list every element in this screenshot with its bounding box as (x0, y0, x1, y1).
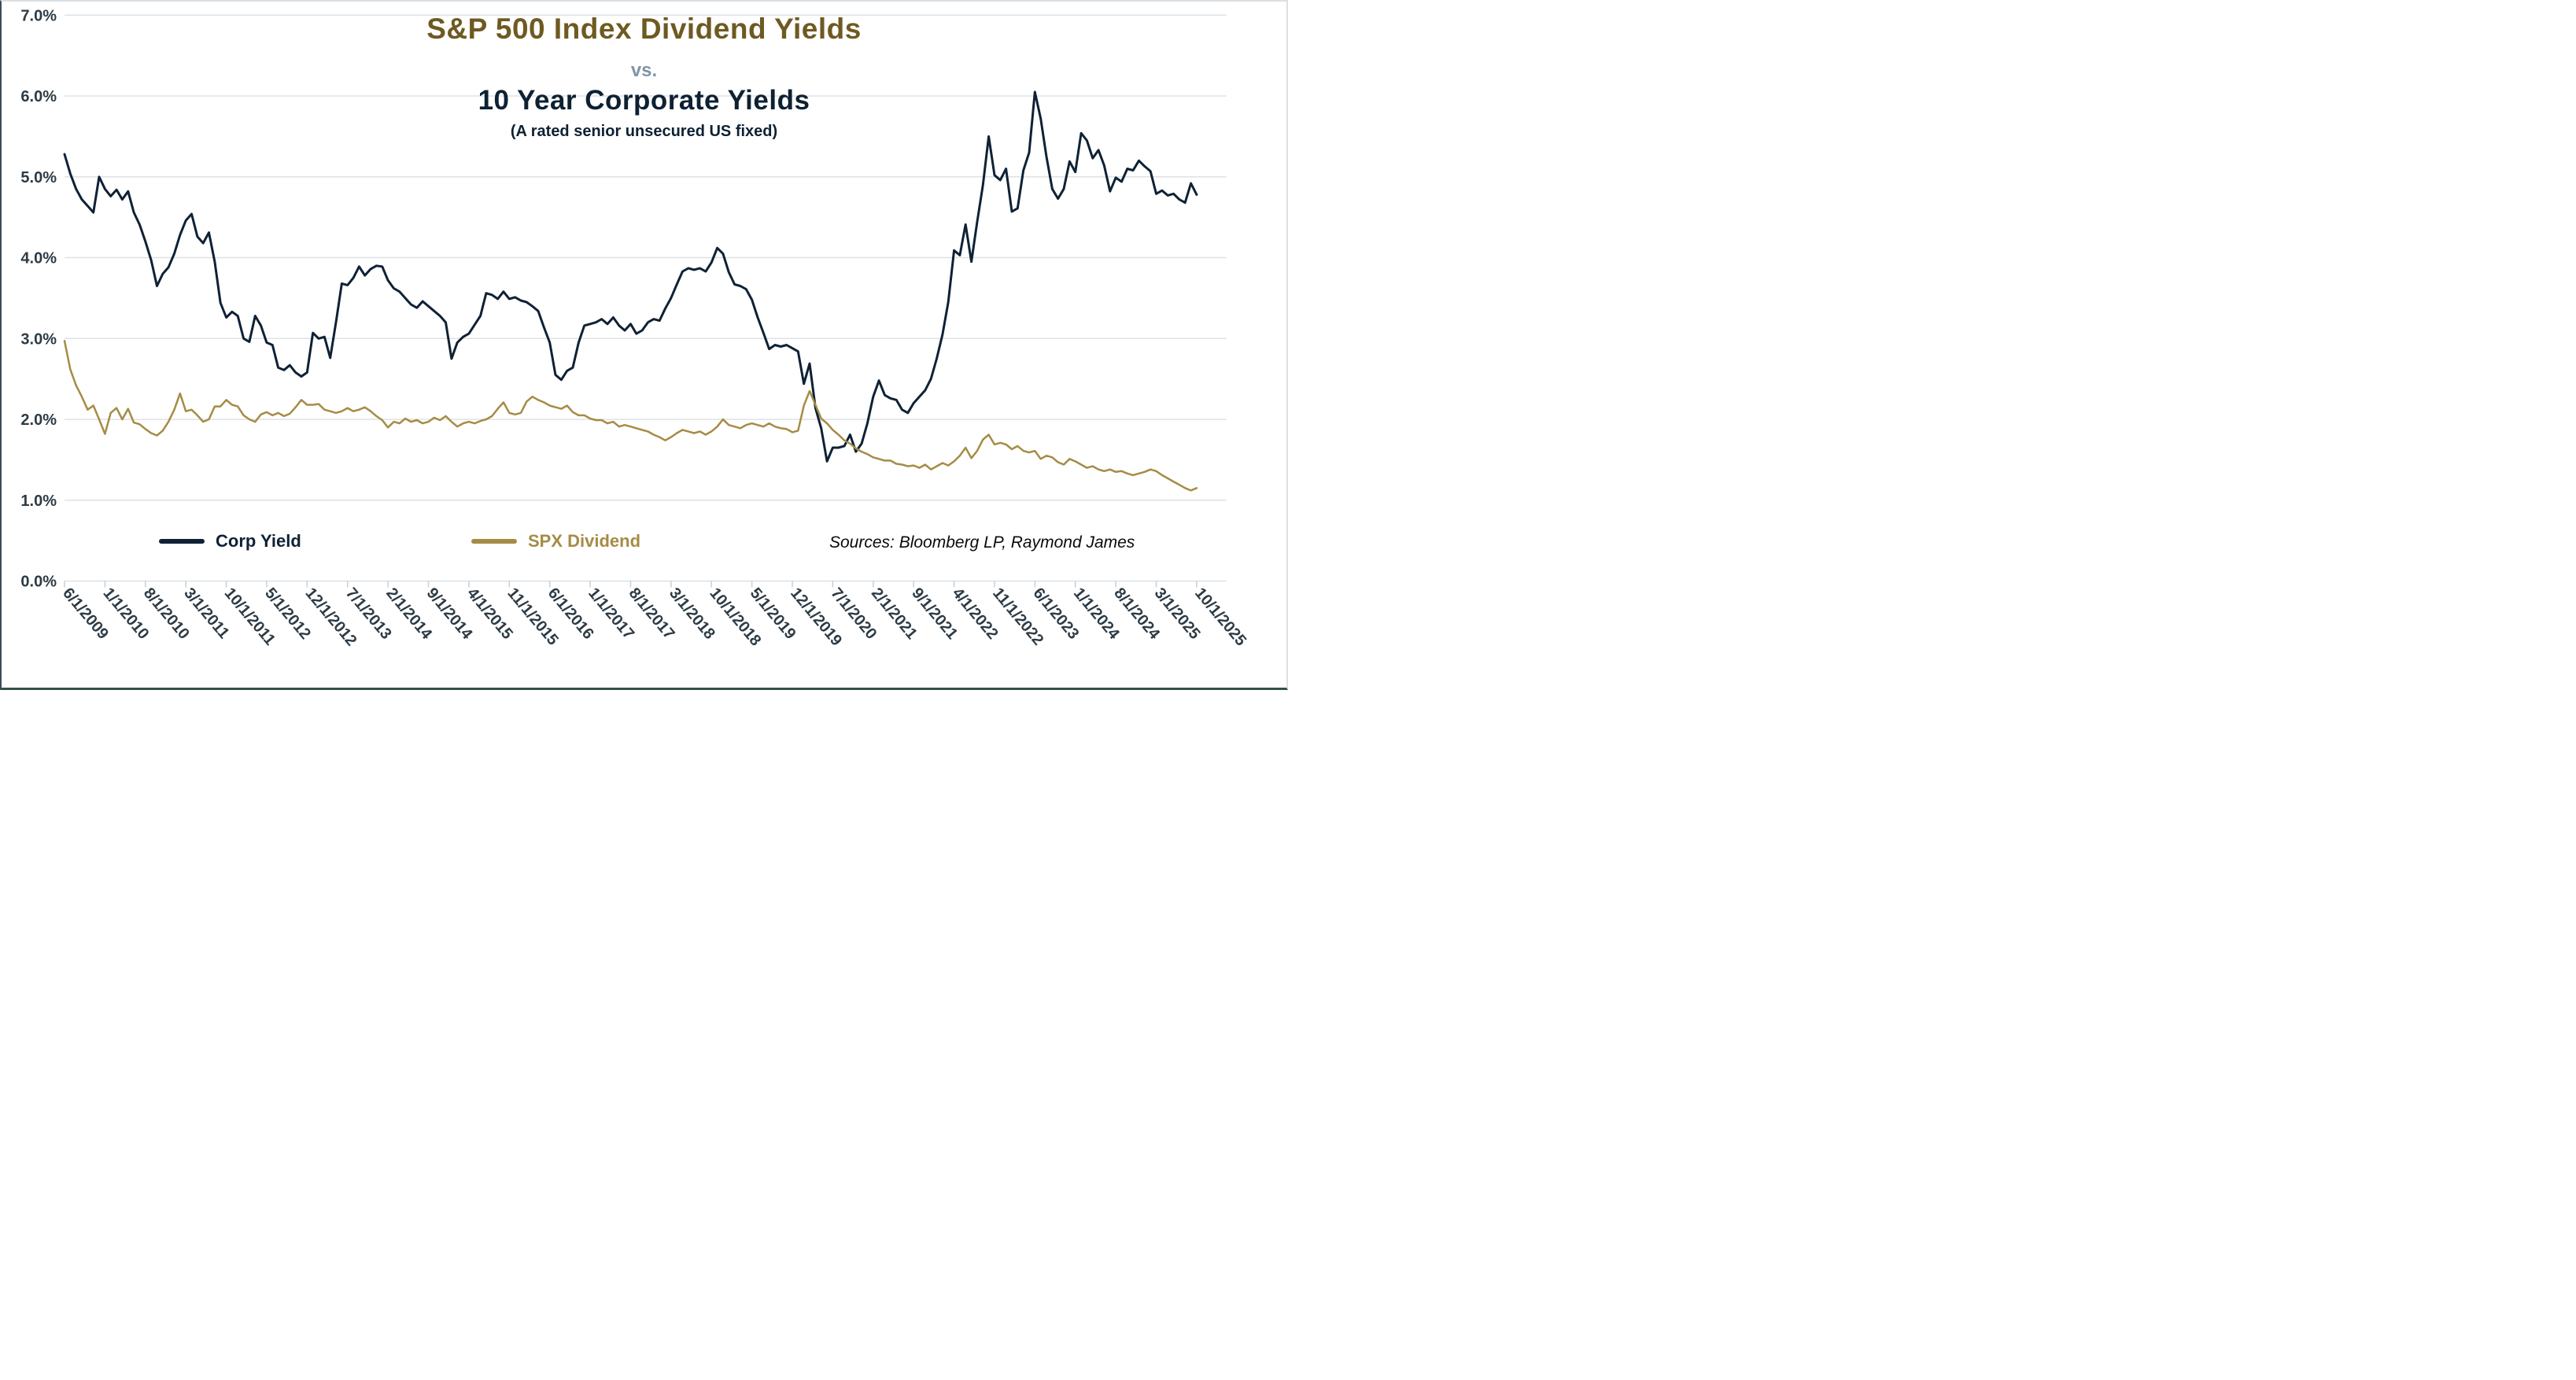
chart-title-primary: S&P 500 Index Dividend Yields (426, 13, 862, 45)
spx-dividend-line-swatch (471, 539, 517, 544)
chart-title-secondary: 10 Year Corporate Yields (478, 85, 810, 116)
y-axis-label: 5.0% (20, 169, 57, 186)
sources-note: Sources: Bloomberg LP, Raymond James (829, 533, 1135, 552)
legend-label-spx-dividend: SPX Dividend (528, 531, 641, 551)
y-axis-label: 4.0% (20, 250, 57, 268)
chart-canvas: 0.0%1.0%2.0%3.0%4.0%5.0%6.0%7.0%6/1/2009… (20, 7, 1249, 649)
chart-page: 0.0% 1.0% 2.0% 3.0% 4.0% 5.0% 6.0% 7.0% 6/1/2009… (0, 0, 1288, 690)
y-axis-label: 6.0% (20, 88, 57, 105)
series-line-corp-yield (63, 90, 1198, 463)
series-line-spx-dividend (63, 340, 1198, 492)
y-axis-label: 2.0% (20, 411, 57, 429)
chart-title-subnote: (A rated senior unsecured US fixed) (510, 123, 778, 140)
y-axis-label: 3.0% (20, 330, 57, 348)
y-axis-label: 0.0% (20, 574, 57, 591)
y-axis-label: 7.0% (20, 7, 57, 24)
legend-label-corp-yield: Corp Yield (216, 531, 301, 551)
corp-yield-line-swatch (159, 539, 205, 544)
legend-item-corp-yield: Corp Yield (159, 531, 301, 551)
legend-item-spx-dividend: SPX Dividend (471, 531, 641, 551)
x-axis-label: 10/1/2025 (1191, 585, 1249, 649)
y-axis-label: 1.0% (20, 493, 57, 510)
chart-title-vs: vs. (630, 60, 658, 81)
chart-area: 0.0% 1.0% 2.0% 3.0% 4.0% 5.0% 6.0% 7.0% 6/1/2009… (2, 2, 1286, 688)
